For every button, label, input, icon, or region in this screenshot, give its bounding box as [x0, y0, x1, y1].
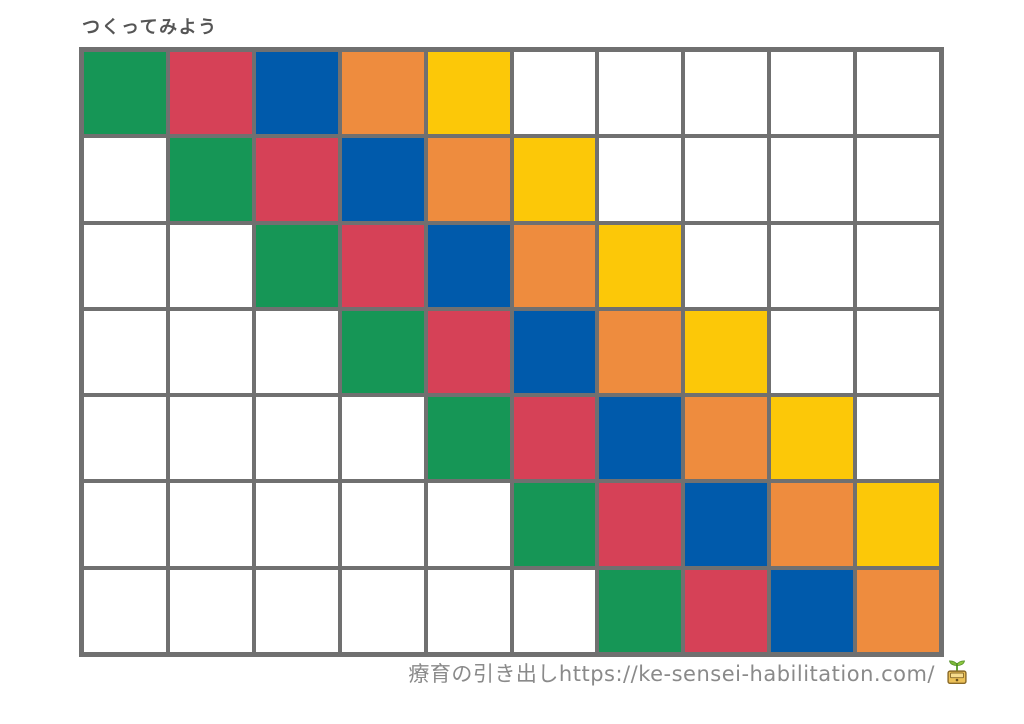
grid-cell-r7c5-white [427, 569, 510, 652]
grid-cell-r6c7-red [599, 483, 682, 566]
grid-cell-r4c7-orange [599, 310, 682, 394]
grid-cell-r3c6-orange [513, 224, 596, 307]
grid-cell-r7c10-orange [857, 569, 939, 652]
grid-cell-r1c3-blue [255, 52, 338, 135]
grid-cell-r6c5-white [427, 483, 510, 566]
pattern-grid [79, 47, 944, 657]
footer-credit: 療育の引き出しhttps://ke-sensei-habilitation.co… [408, 658, 972, 688]
grid-cell-r3c10-white [857, 224, 939, 307]
grid-cell-r1c7-white [599, 52, 682, 135]
grid-cell-r2c3-red [255, 138, 338, 221]
grid-cell-r2c5-orange [427, 138, 510, 221]
grid-cell-r2c10-white [857, 138, 939, 221]
grid-cell-r7c3-white [255, 569, 338, 652]
grid-cell-r1c8-white [685, 52, 768, 135]
grid-cell-r7c1-white [84, 569, 166, 652]
grid-cell-r7c7-green [599, 569, 682, 652]
sprout-drawer-icon [942, 658, 972, 688]
grid-cell-r4c9-white [771, 310, 854, 394]
grid-cell-r5c3-white [255, 397, 338, 480]
grid-cell-r4c10-white [857, 310, 939, 394]
grid-cell-r1c5-yellow [427, 52, 510, 135]
grid-cell-r5c1-white [84, 397, 166, 480]
grid-cell-r5c8-orange [685, 397, 768, 480]
grid-cell-r5c2-white [169, 397, 252, 480]
grid-cell-r3c8-white [685, 224, 768, 307]
grid-cell-r2c1-white [84, 138, 166, 221]
grid-cell-r5c4-white [341, 397, 424, 480]
grid-cell-r1c10-white [857, 52, 939, 135]
grid-cell-r7c4-white [341, 569, 424, 652]
grid-cell-r2c6-yellow [513, 138, 596, 221]
grid-cell-r1c6-white [513, 52, 596, 135]
grid-cell-r7c2-white [169, 569, 252, 652]
grid-cell-r7c8-red [685, 569, 768, 652]
grid-cell-r6c6-green [513, 483, 596, 566]
grid-cell-r5c9-yellow [771, 397, 854, 480]
grid-cell-r3c7-yellow [599, 224, 682, 307]
grid-cell-r4c6-blue [513, 310, 596, 394]
grid-cell-r6c2-white [169, 483, 252, 566]
grid-cell-r3c9-white [771, 224, 854, 307]
grid-cell-r4c4-green [341, 310, 424, 394]
footer-credit-text: 療育の引き出しhttps://ke-sensei-habilitation.co… [408, 662, 935, 686]
page-title: つくってみよう [82, 17, 218, 38]
grid-cell-r5c7-blue [599, 397, 682, 480]
grid-cell-r6c4-white [341, 483, 424, 566]
grid-cell-r6c9-orange [771, 483, 854, 566]
grid-cell-r2c8-white [685, 138, 768, 221]
grid-cell-r7c9-blue [771, 569, 854, 652]
grid-cell-r5c10-white [857, 397, 939, 480]
grid-cell-r4c3-white [255, 310, 338, 394]
grid-cell-r3c4-red [341, 224, 424, 307]
grid-cell-r6c10-yellow [857, 483, 939, 566]
grid-cell-r1c9-white [771, 52, 854, 135]
grid-cell-r6c8-blue [685, 483, 768, 566]
grid-cell-r7c6-white [513, 569, 596, 652]
grid-cell-r3c1-white [84, 224, 166, 307]
grid-cell-r2c2-green [169, 138, 252, 221]
grid-cell-r3c2-white [169, 224, 252, 307]
grid-cell-r2c7-white [599, 138, 682, 221]
grid-cell-r4c2-white [169, 310, 252, 394]
grid-cell-r5c6-red [513, 397, 596, 480]
grid-cell-r6c3-white [255, 483, 338, 566]
grid-cell-r4c5-red [427, 310, 510, 394]
grid-cell-r3c5-blue [427, 224, 510, 307]
grid-cell-r1c4-orange [341, 52, 424, 135]
grid-cell-r5c5-green [427, 397, 510, 480]
grid-cell-r2c4-blue [341, 138, 424, 221]
grid-cell-r1c1-green [84, 52, 166, 135]
grid-cell-r4c1-white [84, 310, 166, 394]
grid-cell-r3c3-green [255, 224, 338, 307]
grid-cell-r2c9-white [771, 138, 854, 221]
grid-cell-r4c8-yellow [685, 310, 768, 394]
grid-cell-r6c1-white [84, 483, 166, 566]
grid-cell-r1c2-red [169, 52, 252, 135]
